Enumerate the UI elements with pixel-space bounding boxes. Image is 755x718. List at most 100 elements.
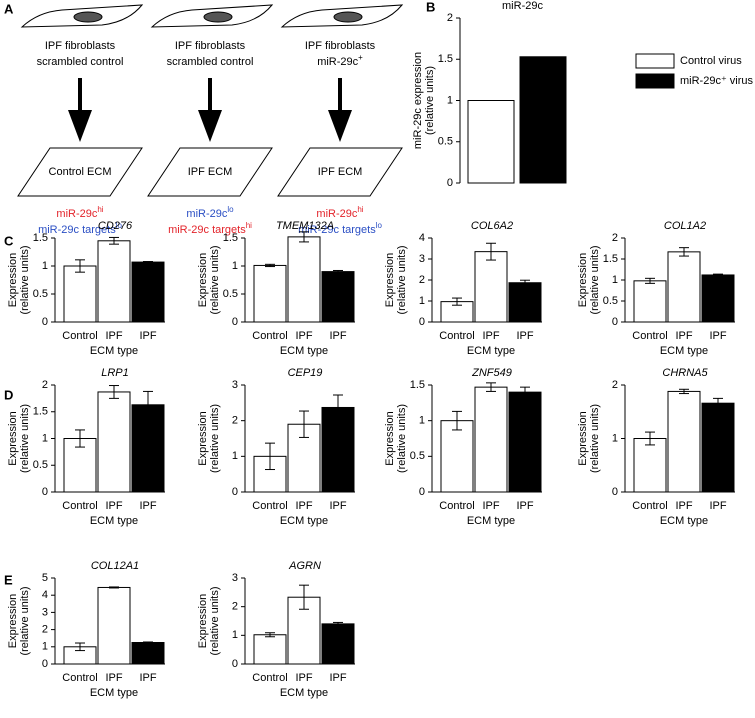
y-tick-label: 3 bbox=[232, 379, 238, 391]
error-bar bbox=[75, 429, 85, 448]
y-tick-label: 0 bbox=[419, 486, 425, 498]
chart-title: CHRNA5 bbox=[662, 367, 708, 379]
x-tick-label: Control bbox=[632, 500, 667, 512]
ecm-shape bbox=[277, 147, 403, 197]
bar bbox=[519, 56, 567, 184]
error-bar bbox=[109, 236, 119, 245]
error-bar bbox=[265, 263, 275, 268]
y-tick-label: 0.5 bbox=[438, 136, 453, 148]
bar bbox=[508, 282, 542, 323]
x-axis-label: ECM type bbox=[280, 345, 328, 357]
bar bbox=[508, 391, 542, 493]
bar bbox=[287, 236, 321, 323]
x-axis-label: ECM type bbox=[90, 687, 138, 699]
bar bbox=[474, 251, 508, 323]
y-tick-label: 1 bbox=[42, 641, 48, 653]
error-bar bbox=[645, 277, 655, 284]
bar bbox=[63, 265, 97, 323]
mirna-level: miR-29clo bbox=[186, 205, 234, 220]
x-tick-label: Control bbox=[62, 500, 97, 512]
y-tick-label: 0 bbox=[232, 316, 238, 328]
x-tick-label: IPF bbox=[295, 330, 312, 342]
bar bbox=[97, 391, 131, 493]
arrow-head bbox=[198, 110, 222, 142]
x-axis-label: ECM type bbox=[280, 515, 328, 527]
error-bar bbox=[299, 584, 309, 610]
y-axis-label: (relative units) bbox=[19, 404, 31, 473]
y-tick-label: 2 bbox=[232, 601, 238, 613]
bar bbox=[97, 586, 131, 665]
x-tick-label: IPF bbox=[675, 330, 692, 342]
y-tick-label: 0 bbox=[612, 486, 618, 498]
y-tick-label: 0 bbox=[612, 316, 618, 328]
x-tick-label: IPF bbox=[329, 500, 346, 512]
cell-line: IPF fibroblasts bbox=[45, 40, 116, 52]
legend-swatch bbox=[635, 73, 675, 89]
x-tick-label: IPF bbox=[105, 500, 122, 512]
y-axis-label: Expression bbox=[197, 253, 209, 307]
bar bbox=[253, 634, 287, 665]
y-tick-label: 0.5 bbox=[223, 288, 238, 300]
y-tick-label: 1.5 bbox=[33, 406, 48, 418]
error-bar bbox=[452, 410, 462, 431]
targets-level-sup: hi bbox=[246, 221, 252, 230]
y-tick-label: 2 bbox=[612, 232, 618, 244]
x-tick-label: IPF bbox=[709, 500, 726, 512]
y-tick-label: 0 bbox=[232, 658, 238, 670]
treatment: scrambled control bbox=[167, 56, 254, 68]
x-axis-label: ECM type bbox=[467, 515, 515, 527]
legend-label: miR-29c⁺ virus bbox=[680, 75, 754, 87]
y-tick-label: 0.5 bbox=[410, 450, 425, 462]
y-tick-label: 2 bbox=[42, 379, 48, 391]
y-tick-label: 2 bbox=[612, 379, 618, 391]
y-axis-label: (relative units) bbox=[19, 245, 31, 314]
mirna-level: miR-29chi bbox=[56, 205, 103, 220]
y-tick-label: 0 bbox=[447, 177, 453, 189]
targets-level-text: miR-29c targets bbox=[298, 224, 376, 236]
chart-title: COL1A2 bbox=[664, 220, 706, 232]
x-tick-label: IPF bbox=[516, 330, 533, 342]
bar bbox=[474, 386, 508, 493]
bar bbox=[667, 251, 701, 323]
y-tick-label: 0 bbox=[232, 486, 238, 498]
y-tick-label: 5 bbox=[42, 572, 48, 584]
bar bbox=[633, 438, 667, 493]
y-tick-label: 1 bbox=[232, 629, 238, 641]
nucleus bbox=[203, 11, 233, 23]
y-tick-label: 1.5 bbox=[438, 53, 453, 65]
error-bar bbox=[299, 410, 309, 438]
x-axis-label: ECM type bbox=[660, 345, 708, 357]
arrow-head bbox=[68, 110, 92, 142]
error-bar bbox=[109, 385, 119, 399]
y-axis-label: (relative units) bbox=[589, 245, 601, 314]
ecm-label: Control ECM bbox=[49, 166, 112, 178]
x-tick-label: Control bbox=[62, 672, 97, 684]
bar bbox=[667, 390, 701, 493]
error-bar bbox=[452, 297, 462, 306]
bar bbox=[131, 261, 165, 323]
y-tick-label: 1 bbox=[612, 274, 618, 286]
y-axis-label: (relative units) bbox=[209, 404, 221, 473]
arrow-head bbox=[328, 110, 352, 142]
targets-level-text: miR-29c targets bbox=[38, 224, 116, 236]
y-tick-label: 2 bbox=[42, 624, 48, 636]
x-axis-label: ECM type bbox=[280, 687, 328, 699]
x-tick-label: IPF bbox=[295, 672, 312, 684]
y-tick-label: 0.5 bbox=[33, 459, 48, 471]
treatment-text: scrambled control bbox=[37, 56, 124, 68]
y-tick-label: 1 bbox=[419, 295, 425, 307]
ecm-label: IPF ECM bbox=[318, 166, 363, 178]
bar bbox=[701, 402, 735, 493]
y-axis-label: (relative units) bbox=[424, 66, 436, 135]
cell-line: IPF fibroblasts bbox=[175, 40, 246, 52]
x-tick-label: IPF bbox=[139, 672, 156, 684]
y-tick-label: 1.5 bbox=[410, 379, 425, 391]
y-axis-label: (relative units) bbox=[19, 586, 31, 655]
error-bar bbox=[520, 279, 530, 286]
treatment-text: miR-29c bbox=[317, 56, 358, 68]
targets-level-text: miR-29c targets bbox=[168, 224, 246, 236]
bar bbox=[440, 420, 474, 493]
error-bar bbox=[645, 431, 655, 446]
x-tick-label: IPF bbox=[295, 500, 312, 512]
legend-label: Control virus bbox=[680, 55, 742, 67]
